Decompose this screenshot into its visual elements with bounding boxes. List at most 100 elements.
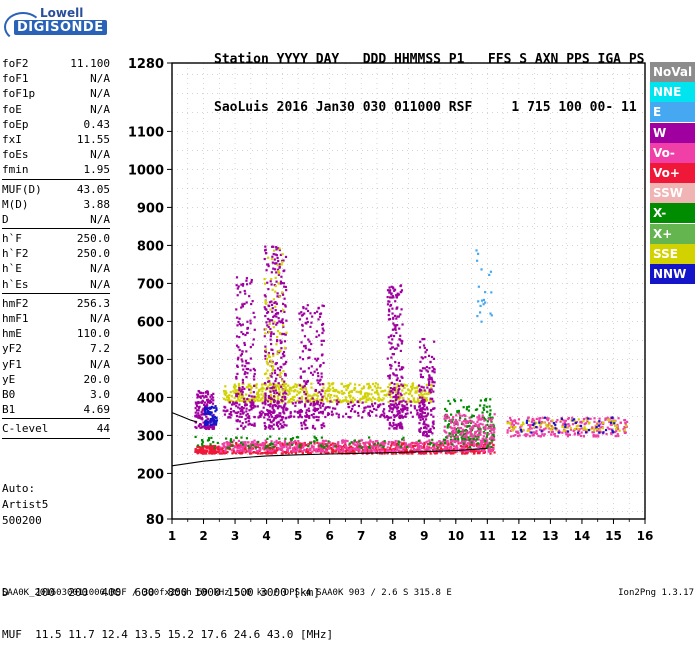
echo-point: [414, 391, 417, 394]
echo-point: [301, 323, 304, 326]
echo-point: [270, 319, 274, 322]
echo-point: [303, 422, 306, 425]
echo-point: [279, 422, 282, 426]
echo-point: [486, 439, 489, 442]
echo-point: [404, 415, 407, 418]
echo-point: [564, 429, 567, 432]
echo-point: [451, 443, 454, 446]
echo-point: [446, 415, 449, 418]
echo-point: [363, 442, 366, 445]
echo-point: [274, 389, 277, 392]
echo-point: [383, 452, 386, 455]
echo-point: [245, 421, 248, 424]
echo-point: [207, 393, 210, 396]
echo-point: [241, 382, 244, 386]
echo-point: [395, 406, 398, 409]
echo-point: [454, 431, 457, 434]
echo-point: [429, 397, 432, 400]
echo-point: [205, 426, 208, 429]
echo-point: [395, 425, 398, 428]
echo-point: [477, 438, 480, 441]
legend-item: X-: [650, 203, 695, 224]
echo-point: [271, 407, 274, 410]
echo-point: [303, 405, 307, 408]
echo-point: [279, 310, 283, 313]
echo-point: [286, 393, 290, 396]
echo-point: [241, 399, 244, 403]
echo-point: [337, 447, 340, 450]
echo-point: [413, 400, 416, 403]
echo-point: [554, 435, 557, 438]
echo-point: [263, 294, 266, 297]
echo-point: [357, 443, 360, 446]
echo-point: [421, 401, 424, 404]
echo-point: [400, 450, 403, 453]
echo-point: [269, 399, 272, 403]
echo-point: [214, 419, 217, 422]
echo-point: [579, 434, 583, 438]
echo-point: [624, 421, 627, 424]
echo-point: [466, 438, 469, 441]
echo-point: [254, 451, 258, 454]
echo-point: [398, 411, 401, 415]
echo-point: [415, 441, 418, 444]
param-value: 0.43: [83, 117, 111, 131]
echo-point: [244, 359, 248, 362]
echo-point: [200, 426, 203, 429]
echo-point: [274, 312, 278, 316]
echo-point: [426, 445, 429, 448]
echo-point: [562, 429, 565, 432]
echo-point: [235, 401, 238, 404]
echo-point: [278, 375, 282, 378]
echo-point: [395, 294, 398, 297]
echo-point: [310, 365, 313, 368]
echo-point: [530, 423, 533, 427]
echo-point: [457, 438, 460, 441]
echo-point: [268, 450, 271, 453]
echo-point: [420, 389, 423, 392]
echo-point: [222, 409, 225, 412]
echo-point: [604, 418, 607, 421]
echo-point: [270, 449, 274, 453]
echo-point: [344, 385, 347, 388]
echo-point: [386, 303, 390, 306]
echo-point: [300, 311, 303, 314]
echo-point: [476, 252, 480, 255]
echo-point: [609, 421, 613, 424]
echo-point: [512, 419, 515, 422]
echo-point: [273, 314, 276, 317]
echo-point: [411, 415, 414, 418]
echo-point: [224, 410, 227, 413]
echo-point: [281, 259, 284, 262]
echo-point: [252, 401, 255, 404]
echo-point: [271, 415, 274, 418]
echo-point: [428, 439, 431, 442]
echo-point: [459, 426, 463, 430]
muf-distance-table: D 100 200 400 600 800 1000 1500 3000 [km…: [2, 558, 333, 656]
echo-point: [264, 394, 267, 397]
echo-point: [529, 431, 532, 434]
echo-point: [427, 382, 431, 385]
echo-point: [489, 409, 492, 412]
echo-point: [419, 340, 422, 343]
echo-point: [580, 431, 583, 434]
echo-point: [323, 440, 326, 443]
echo-point: [428, 443, 432, 446]
echo-point: [225, 391, 228, 395]
echo-point: [512, 434, 515, 437]
echo-point: [264, 245, 267, 248]
echo-point: [532, 419, 536, 422]
echo-point: [353, 403, 356, 406]
echo-point: [289, 397, 292, 401]
echo-point: [373, 402, 377, 405]
echo-point: [542, 434, 545, 437]
echo-point: [240, 283, 243, 286]
echo-point: [327, 382, 330, 385]
echo-point: [320, 400, 323, 404]
echo-point: [253, 316, 256, 319]
echo-point: [463, 446, 466, 449]
echo-point: [356, 440, 359, 444]
echo-point: [405, 403, 409, 406]
echo-point: [267, 352, 271, 355]
echo-point: [424, 418, 428, 421]
